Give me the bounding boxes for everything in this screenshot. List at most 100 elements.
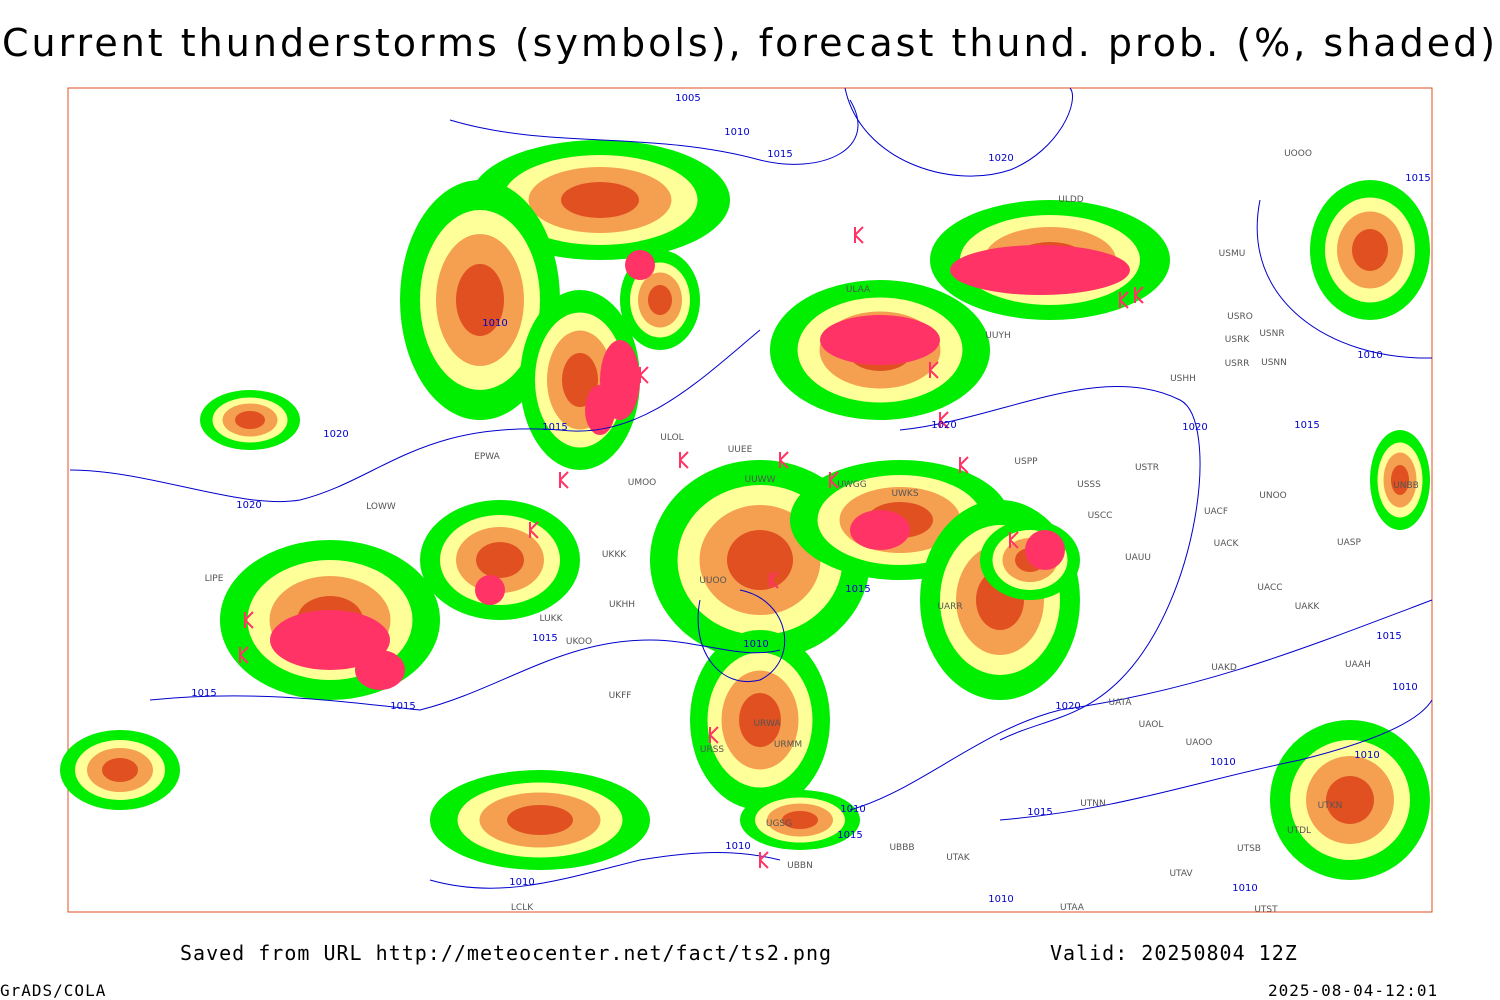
station-label: EPWA	[474, 452, 501, 462]
station-label: UNOO	[1259, 491, 1287, 501]
isobar	[697, 589, 786, 682]
title: Current thunderstorms (symbols), forecas…	[2, 21, 1498, 65]
isobar-label: 1020	[1182, 422, 1207, 433]
isobar-label: 1010	[840, 804, 865, 815]
isobar-label: 1010	[509, 877, 534, 888]
isobar-label: 1010	[1354, 750, 1379, 761]
isobar-label: 1020	[931, 420, 956, 431]
station-label: UGSG	[766, 819, 792, 829]
isobar-label: 1015	[1027, 807, 1052, 818]
isobar-label: 1015	[542, 422, 567, 433]
storm-symbol	[939, 411, 949, 429]
station-label: UTDL	[1287, 826, 1311, 836]
probability-shading	[60, 140, 1430, 880]
shading-blob	[456, 264, 504, 336]
station-label: UAUU	[1125, 553, 1151, 563]
isobar-label: 1010	[725, 841, 750, 852]
station-label: USSS	[1077, 480, 1101, 490]
station-label: UWGG	[837, 480, 866, 490]
station-label: UUEE	[728, 445, 753, 455]
isobar-label: 1015	[1294, 420, 1319, 431]
station-label: LOWW	[366, 502, 396, 512]
station-label: UMOO	[628, 478, 657, 488]
shading-blob	[235, 411, 265, 429]
station-label: UACC	[1257, 583, 1282, 593]
timestamp: 2025-08-04-12:01	[1268, 981, 1438, 1000]
isobar-label: 1015	[532, 633, 557, 644]
station-label: UTAA	[1060, 903, 1085, 913]
storm-symbol	[1134, 286, 1144, 304]
isobar-label: 1010	[1357, 350, 1382, 361]
station-label: UTST	[1254, 905, 1278, 915]
station-label: USHH	[1170, 374, 1196, 384]
isobar	[999, 699, 1433, 821]
isobar-label: 1015	[767, 149, 792, 160]
station-label: UBBB	[889, 843, 914, 853]
storm-symbols	[239, 226, 1144, 869]
station-label: UWKS	[891, 489, 918, 499]
valid-time: Valid: 20250804 12Z	[1050, 941, 1298, 965]
isobar	[1256, 199, 1433, 359]
isobar-label: 1010	[988, 894, 1013, 905]
station-label: UKOO	[566, 637, 592, 647]
station-label: UBBN	[787, 861, 813, 871]
storm-symbol	[679, 451, 689, 469]
isobar-label: 1015	[390, 701, 415, 712]
shading-blob	[476, 542, 524, 578]
station-label: UARR	[937, 602, 962, 612]
station-label: USRO	[1227, 312, 1253, 322]
station-label: USCC	[1088, 511, 1113, 521]
station-label: UOOO	[1284, 149, 1312, 159]
isobar-label: 1010	[482, 318, 507, 329]
storm-area	[270, 610, 390, 670]
shading-blob	[727, 530, 793, 590]
station-label: ULOL	[660, 433, 683, 443]
isobar-label: 1020	[323, 429, 348, 440]
source-url: Saved from URL http://meteocenter.net/fa…	[180, 941, 832, 965]
map: 1005 1010 1015 1020 1015 1010 1010 1020 1015 1020…	[60, 87, 1433, 915]
shading-blob	[1391, 465, 1409, 495]
storm-area	[355, 650, 405, 690]
storm-symbol	[854, 226, 864, 244]
station-label: USMU	[1219, 249, 1246, 259]
station-label: UTKN	[1318, 801, 1343, 811]
storm-area	[625, 250, 655, 280]
station-label: USRR	[1225, 359, 1250, 369]
storm-symbol	[959, 456, 969, 474]
storm-area	[850, 510, 910, 550]
storm-area	[1025, 530, 1065, 570]
shading-blob	[782, 811, 818, 829]
isobar	[849, 599, 1433, 811]
storm-symbol	[929, 361, 939, 379]
station-label: USTR	[1135, 463, 1159, 473]
station-label: UATA	[1108, 698, 1132, 708]
station-label: UKFF	[609, 691, 632, 701]
storm-symbol	[709, 726, 719, 744]
shading-blob	[1352, 229, 1388, 271]
storm-symbol	[829, 471, 839, 489]
storm-area	[585, 385, 615, 435]
isobar-label: 1020	[988, 153, 1013, 164]
map-labels: 1005 1010 1015 1020 1015 1010 1010 1020 1015 1020…	[191, 93, 1430, 915]
station-label: LIPE	[205, 574, 224, 584]
station-label: ULDD	[1058, 195, 1084, 205]
storm-symbol	[1119, 291, 1129, 309]
isobar-label: 1020	[1055, 701, 1080, 712]
isobar	[844, 87, 1073, 177]
storm-symbol	[1009, 531, 1019, 549]
station-label: UASP	[1337, 538, 1361, 548]
shading-blob	[648, 285, 672, 315]
station-label: UAKD	[1211, 663, 1237, 673]
software: GrADS/COLA	[0, 981, 106, 1000]
station-label: URSS	[700, 745, 725, 755]
storm-area	[820, 315, 940, 365]
station-label: UAOO	[1186, 738, 1213, 748]
station-label: UUWW	[745, 475, 776, 485]
isobar-label: 1010	[743, 639, 768, 650]
isobar-label: 1010	[1210, 757, 1235, 768]
station-label: URMM	[774, 740, 802, 750]
isobar-label: 1015	[1405, 173, 1430, 184]
isobar-label: 1005	[675, 93, 700, 104]
isobars	[69, 87, 1433, 889]
